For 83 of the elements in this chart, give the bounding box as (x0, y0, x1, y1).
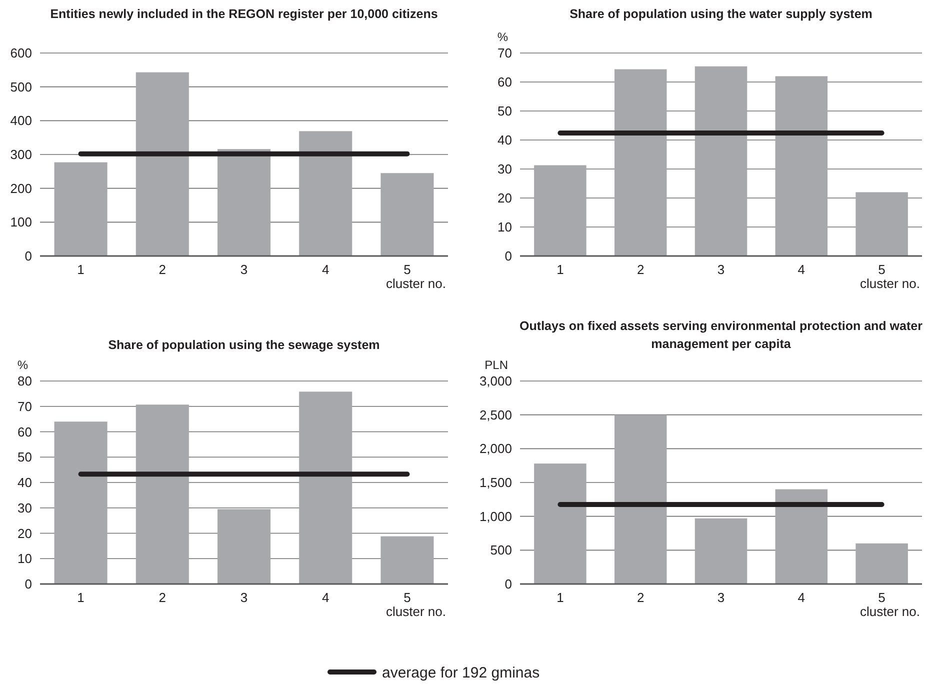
bar (217, 509, 271, 584)
bar (217, 149, 271, 256)
y-tick-label: 2,000 (479, 441, 512, 456)
x-axis-title: cluster no. (860, 276, 920, 291)
y-axis-title: % (17, 358, 28, 372)
bar (380, 173, 434, 256)
x-tick-label: 1 (556, 590, 564, 605)
x-tick-label: 1 (556, 262, 564, 277)
y-tick-label: 70 (18, 398, 32, 414)
y-tick-label: 50 (18, 450, 32, 465)
x-tick-label: 3 (717, 262, 725, 277)
y-tick-label: 0 (24, 576, 32, 592)
legend-label: average for 192 gminas (382, 664, 540, 682)
bar (299, 131, 352, 256)
y-tick-label: 60 (18, 424, 32, 440)
bar (534, 165, 586, 256)
y-tick-label: 600 (10, 46, 32, 61)
x-axis-title: cluster no. (386, 276, 446, 291)
y-tick-label: 0 (24, 248, 32, 264)
y-tick-label: 70 (498, 46, 512, 61)
y-tick-label: 0 (504, 576, 512, 592)
y-tick-label: 10 (498, 220, 512, 235)
bar (54, 422, 108, 584)
y-tick-label: 100 (10, 214, 32, 230)
x-tick-label: 2 (636, 590, 644, 605)
bar (614, 414, 667, 584)
y-tick-label: 500 (490, 542, 512, 558)
x-tick-label: 4 (798, 262, 806, 277)
y-tick-label: 40 (498, 132, 512, 148)
y-tick-label: 20 (498, 190, 512, 206)
y-tick-label: 50 (498, 104, 512, 119)
x-axis-title: cluster no. (860, 604, 920, 619)
x-tick-label: 5 (404, 262, 411, 277)
bar (775, 76, 828, 256)
x-tick-label: 4 (798, 590, 806, 605)
x-tick-label: 5 (878, 590, 886, 605)
x-tick-label: 3 (240, 262, 248, 277)
bar (856, 543, 908, 584)
bar (856, 192, 908, 256)
x-tick-label: 3 (240, 590, 248, 605)
y-tick-label: 2,500 (479, 407, 512, 422)
y-tick-label: 60 (498, 74, 512, 90)
bar (614, 69, 667, 256)
y-tick-label: 80 (18, 374, 32, 389)
x-tick-label: 5 (878, 262, 886, 277)
y-tick-label: 1,000 (479, 508, 512, 524)
y-axis-title: PLN (484, 358, 508, 372)
bar (136, 404, 189, 584)
y-tick-label: 30 (18, 500, 32, 516)
x-tick-label: 2 (636, 262, 644, 277)
chart-title: Share of population using the sewage system (108, 338, 380, 352)
y-tick-label: 200 (10, 180, 32, 196)
bar (775, 489, 828, 584)
x-tick-label: 2 (158, 590, 166, 605)
bar (534, 464, 586, 584)
bar (299, 392, 352, 584)
bar (694, 66, 748, 256)
chart-title: Share of population using the water supply system (570, 7, 872, 21)
x-tick-label: 5 (404, 590, 411, 605)
x-tick-label: 4 (322, 590, 330, 605)
bar (54, 162, 108, 256)
y-tick-label: 40 (18, 475, 32, 490)
x-tick-label: 4 (322, 262, 330, 277)
x-tick-label: 1 (77, 590, 84, 605)
x-axis-title: cluster no. (386, 604, 446, 619)
y-tick-label: 300 (10, 147, 32, 162)
x-tick-label: 1 (77, 262, 84, 277)
x-tick-label: 2 (158, 262, 166, 277)
y-tick-label: 20 (18, 526, 32, 541)
y-tick-label: 400 (10, 113, 32, 128)
bar (380, 536, 434, 584)
y-tick-label: 1,500 (479, 475, 512, 490)
y-tick-label: 3,000 (479, 374, 512, 389)
x-tick-label: 3 (717, 590, 725, 605)
y-tick-label: 0 (504, 248, 512, 264)
y-axis-title: % (497, 30, 508, 44)
bar (694, 518, 748, 584)
chart-title: Entities newly included in the REGON register per 10,000 citizens (50, 7, 438, 21)
chart-title: Outlays on fixed assets serving environmental protection and water management per capita (520, 319, 923, 351)
y-tick-label: 500 (10, 79, 32, 94)
y-tick-label: 10 (18, 551, 32, 566)
bar (136, 72, 189, 256)
y-tick-label: 30 (498, 162, 512, 177)
